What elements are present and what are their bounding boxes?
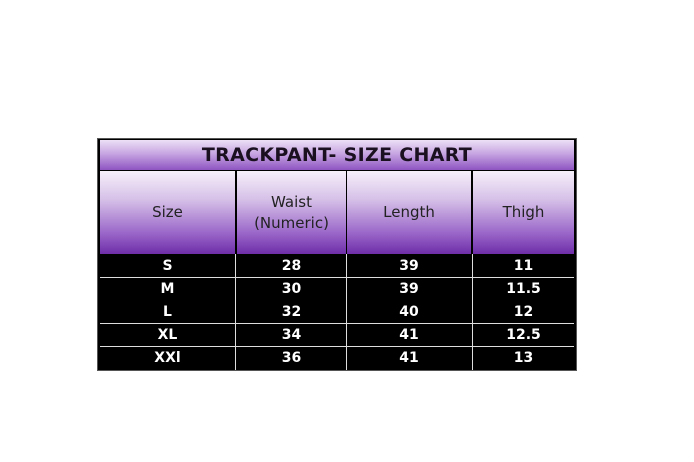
table-title: TRACKPANT- SIZE CHART — [100, 140, 574, 170]
table-cell: S — [162, 258, 173, 274]
table-cell: 13 — [513, 350, 534, 366]
table-cell: 41 — [399, 350, 419, 366]
table-cell: 39 — [399, 281, 419, 297]
column-header-label: Length — [383, 203, 435, 221]
table-cell: M — [160, 281, 175, 297]
row-divider — [100, 277, 574, 278]
table-cell: 36 — [281, 350, 302, 366]
table-cell: 11.5 — [506, 281, 541, 297]
table-cell: 32 — [281, 304, 302, 320]
table-cell: 39 — [399, 258, 419, 274]
table-cell: XL — [157, 327, 178, 343]
column-header: Waist (Numeric) — [237, 171, 346, 254]
table-cell: 11 — [513, 258, 534, 274]
table-cell: 40 — [399, 304, 419, 320]
table-cell: 28 — [281, 258, 302, 274]
row-divider — [100, 346, 574, 347]
size-chart-table: TRACKPANT- SIZE CHART Size Waist (Numeric… — [97, 138, 577, 371]
column-header: Thigh — [473, 171, 574, 254]
column-divider — [346, 254, 347, 370]
column-divider — [472, 254, 473, 370]
column-header-label: Size — [152, 203, 183, 221]
table-cell: L — [163, 304, 172, 320]
row-divider — [100, 323, 574, 324]
table-cell: 12.5 — [506, 327, 541, 343]
table-cell: XXl — [154, 350, 181, 366]
table-cell: 12 — [513, 304, 534, 320]
column-header: Size — [100, 171, 235, 254]
column-divider — [235, 254, 236, 370]
column-header: Length — [347, 171, 471, 254]
table-cell: 30 — [281, 281, 302, 297]
table-cell: 41 — [399, 327, 419, 343]
column-header-label: Waist (Numeric) — [254, 192, 329, 232]
table-cell: 34 — [281, 327, 302, 343]
column-header-label: Thigh — [502, 203, 545, 221]
